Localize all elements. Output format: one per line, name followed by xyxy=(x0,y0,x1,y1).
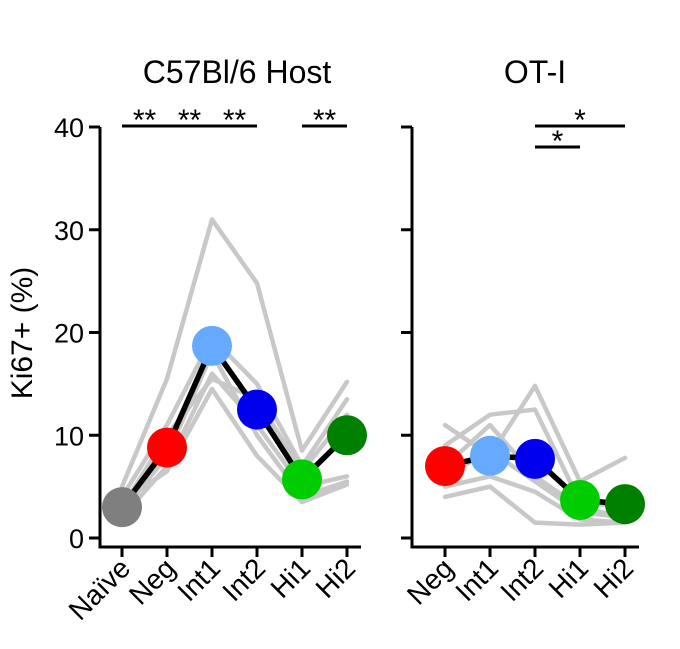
panel-title-ot-i: OT-I xyxy=(504,54,566,90)
mean-point xyxy=(560,479,600,520)
mean-point xyxy=(470,435,510,476)
replicate-line xyxy=(119,217,350,489)
x-tick-label: Neg xyxy=(401,552,459,610)
x-tick-label: Int1 xyxy=(171,552,226,607)
y-tick-label: 40 xyxy=(54,113,84,143)
significance-label: ** xyxy=(223,104,247,137)
mean-point xyxy=(282,459,322,500)
mean-point xyxy=(147,427,187,468)
mean-point xyxy=(425,446,465,487)
x-tick-label: Hi2 xyxy=(588,552,640,604)
panel-c57bl6-host: C57Bl/6 Host 010203040NaïveNegInt1Int2Hi… xyxy=(54,54,367,626)
x-tick-label: Neg xyxy=(123,552,181,610)
y-tick-label: 20 xyxy=(54,319,84,349)
x-tick-label: Int1 xyxy=(449,552,504,607)
mean-point xyxy=(102,487,142,528)
y-tick-label: 0 xyxy=(69,524,84,554)
mean-point xyxy=(327,415,367,456)
replicate-line xyxy=(442,484,628,527)
y-axis-label: Ki67+ (%) xyxy=(6,267,39,400)
y-tick-label: 30 xyxy=(54,216,84,246)
x-tick-label: Hi1 xyxy=(543,552,595,604)
replicate-line xyxy=(442,474,628,525)
y-tick-label: 10 xyxy=(54,421,84,451)
significance-label: * xyxy=(574,104,586,137)
mean-point xyxy=(605,484,645,525)
mean-point xyxy=(237,389,277,430)
x-tick-label: Int2 xyxy=(216,552,271,607)
replicate-line xyxy=(119,386,350,505)
significance-label: * xyxy=(552,125,564,158)
panel-title-c57bl6: C57Bl/6 Host xyxy=(143,54,332,90)
x-tick-label: Hi2 xyxy=(310,552,362,604)
mean-point xyxy=(515,438,555,479)
x-tick-label: Int2 xyxy=(494,552,549,607)
significance-label: ** xyxy=(133,104,157,137)
x-tick-label: Hi1 xyxy=(265,552,317,604)
significance-label: ** xyxy=(178,104,202,137)
mean-point xyxy=(192,325,232,366)
significance-label: ** xyxy=(313,104,337,137)
